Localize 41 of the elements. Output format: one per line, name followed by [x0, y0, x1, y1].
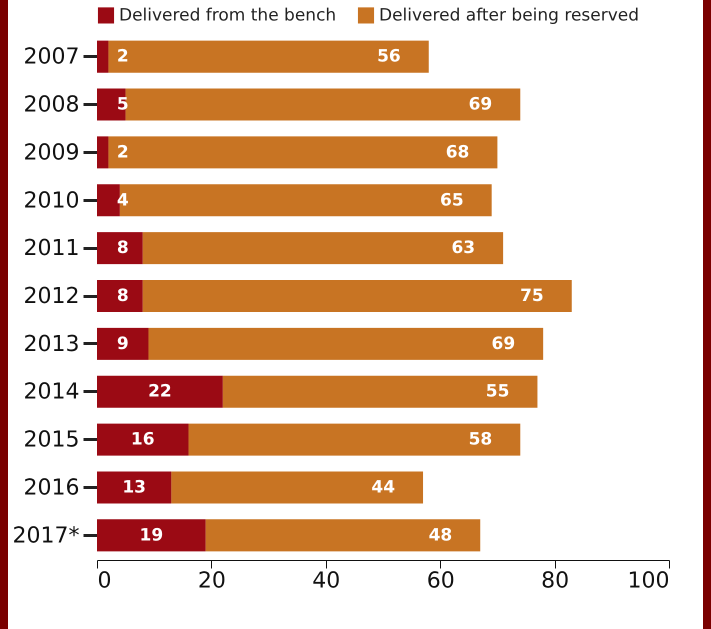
data-label: 2 — [116, 46, 129, 67]
y-tick-label: 2009 — [24, 140, 80, 166]
data-label: 65 — [440, 190, 464, 210]
data-label: 69 — [468, 94, 492, 115]
data-label: 8 — [116, 238, 129, 258]
data-label: 16 — [130, 430, 155, 450]
data-label: 58 — [468, 430, 492, 450]
y-tick-label: 2016 — [24, 475, 80, 500]
data-label: 9 — [116, 334, 129, 354]
data-label: 44 — [371, 477, 396, 498]
data-label: 8 — [116, 286, 129, 306]
x-tick-label: 0 — [98, 568, 112, 594]
data-label: 55 — [486, 382, 510, 402]
data-label: 68 — [446, 142, 470, 162]
data-label: 56 — [377, 46, 401, 67]
y-tick-label: 2007 — [24, 44, 80, 70]
legend-label: Delivered after being reserved — [379, 5, 640, 26]
data-label: 5 — [116, 94, 129, 115]
x-tick-label: 40 — [312, 568, 340, 594]
data-label: 19 — [140, 525, 164, 546]
data-label: 4 — [116, 190, 129, 210]
y-tick-label: 2010 — [24, 188, 80, 214]
x-tick-label: 80 — [541, 568, 570, 594]
y-tick-label: 2017* — [12, 523, 80, 548]
legend-label: Delivered from the bench — [119, 5, 336, 26]
data-label: 63 — [451, 238, 476, 258]
y-tick-label: 2015 — [24, 428, 80, 453]
y-tick-label: 2008 — [24, 92, 80, 118]
data-label: 22 — [148, 382, 172, 402]
y-tick-label: 2012 — [24, 284, 80, 309]
y-tick-label: 2014 — [24, 380, 80, 405]
data-label: 2 — [116, 142, 129, 162]
data-label: 13 — [122, 477, 146, 498]
data-label: 75 — [520, 286, 544, 306]
data-label: 48 — [428, 525, 452, 546]
x-tick-label: 100 — [628, 568, 670, 594]
y-tick-label: 2011 — [24, 236, 80, 262]
data-label: 69 — [491, 334, 516, 354]
x-tick-label: 60 — [426, 568, 455, 594]
x-tick-label: 20 — [198, 568, 226, 594]
y-tick-label: 2013 — [24, 332, 80, 357]
